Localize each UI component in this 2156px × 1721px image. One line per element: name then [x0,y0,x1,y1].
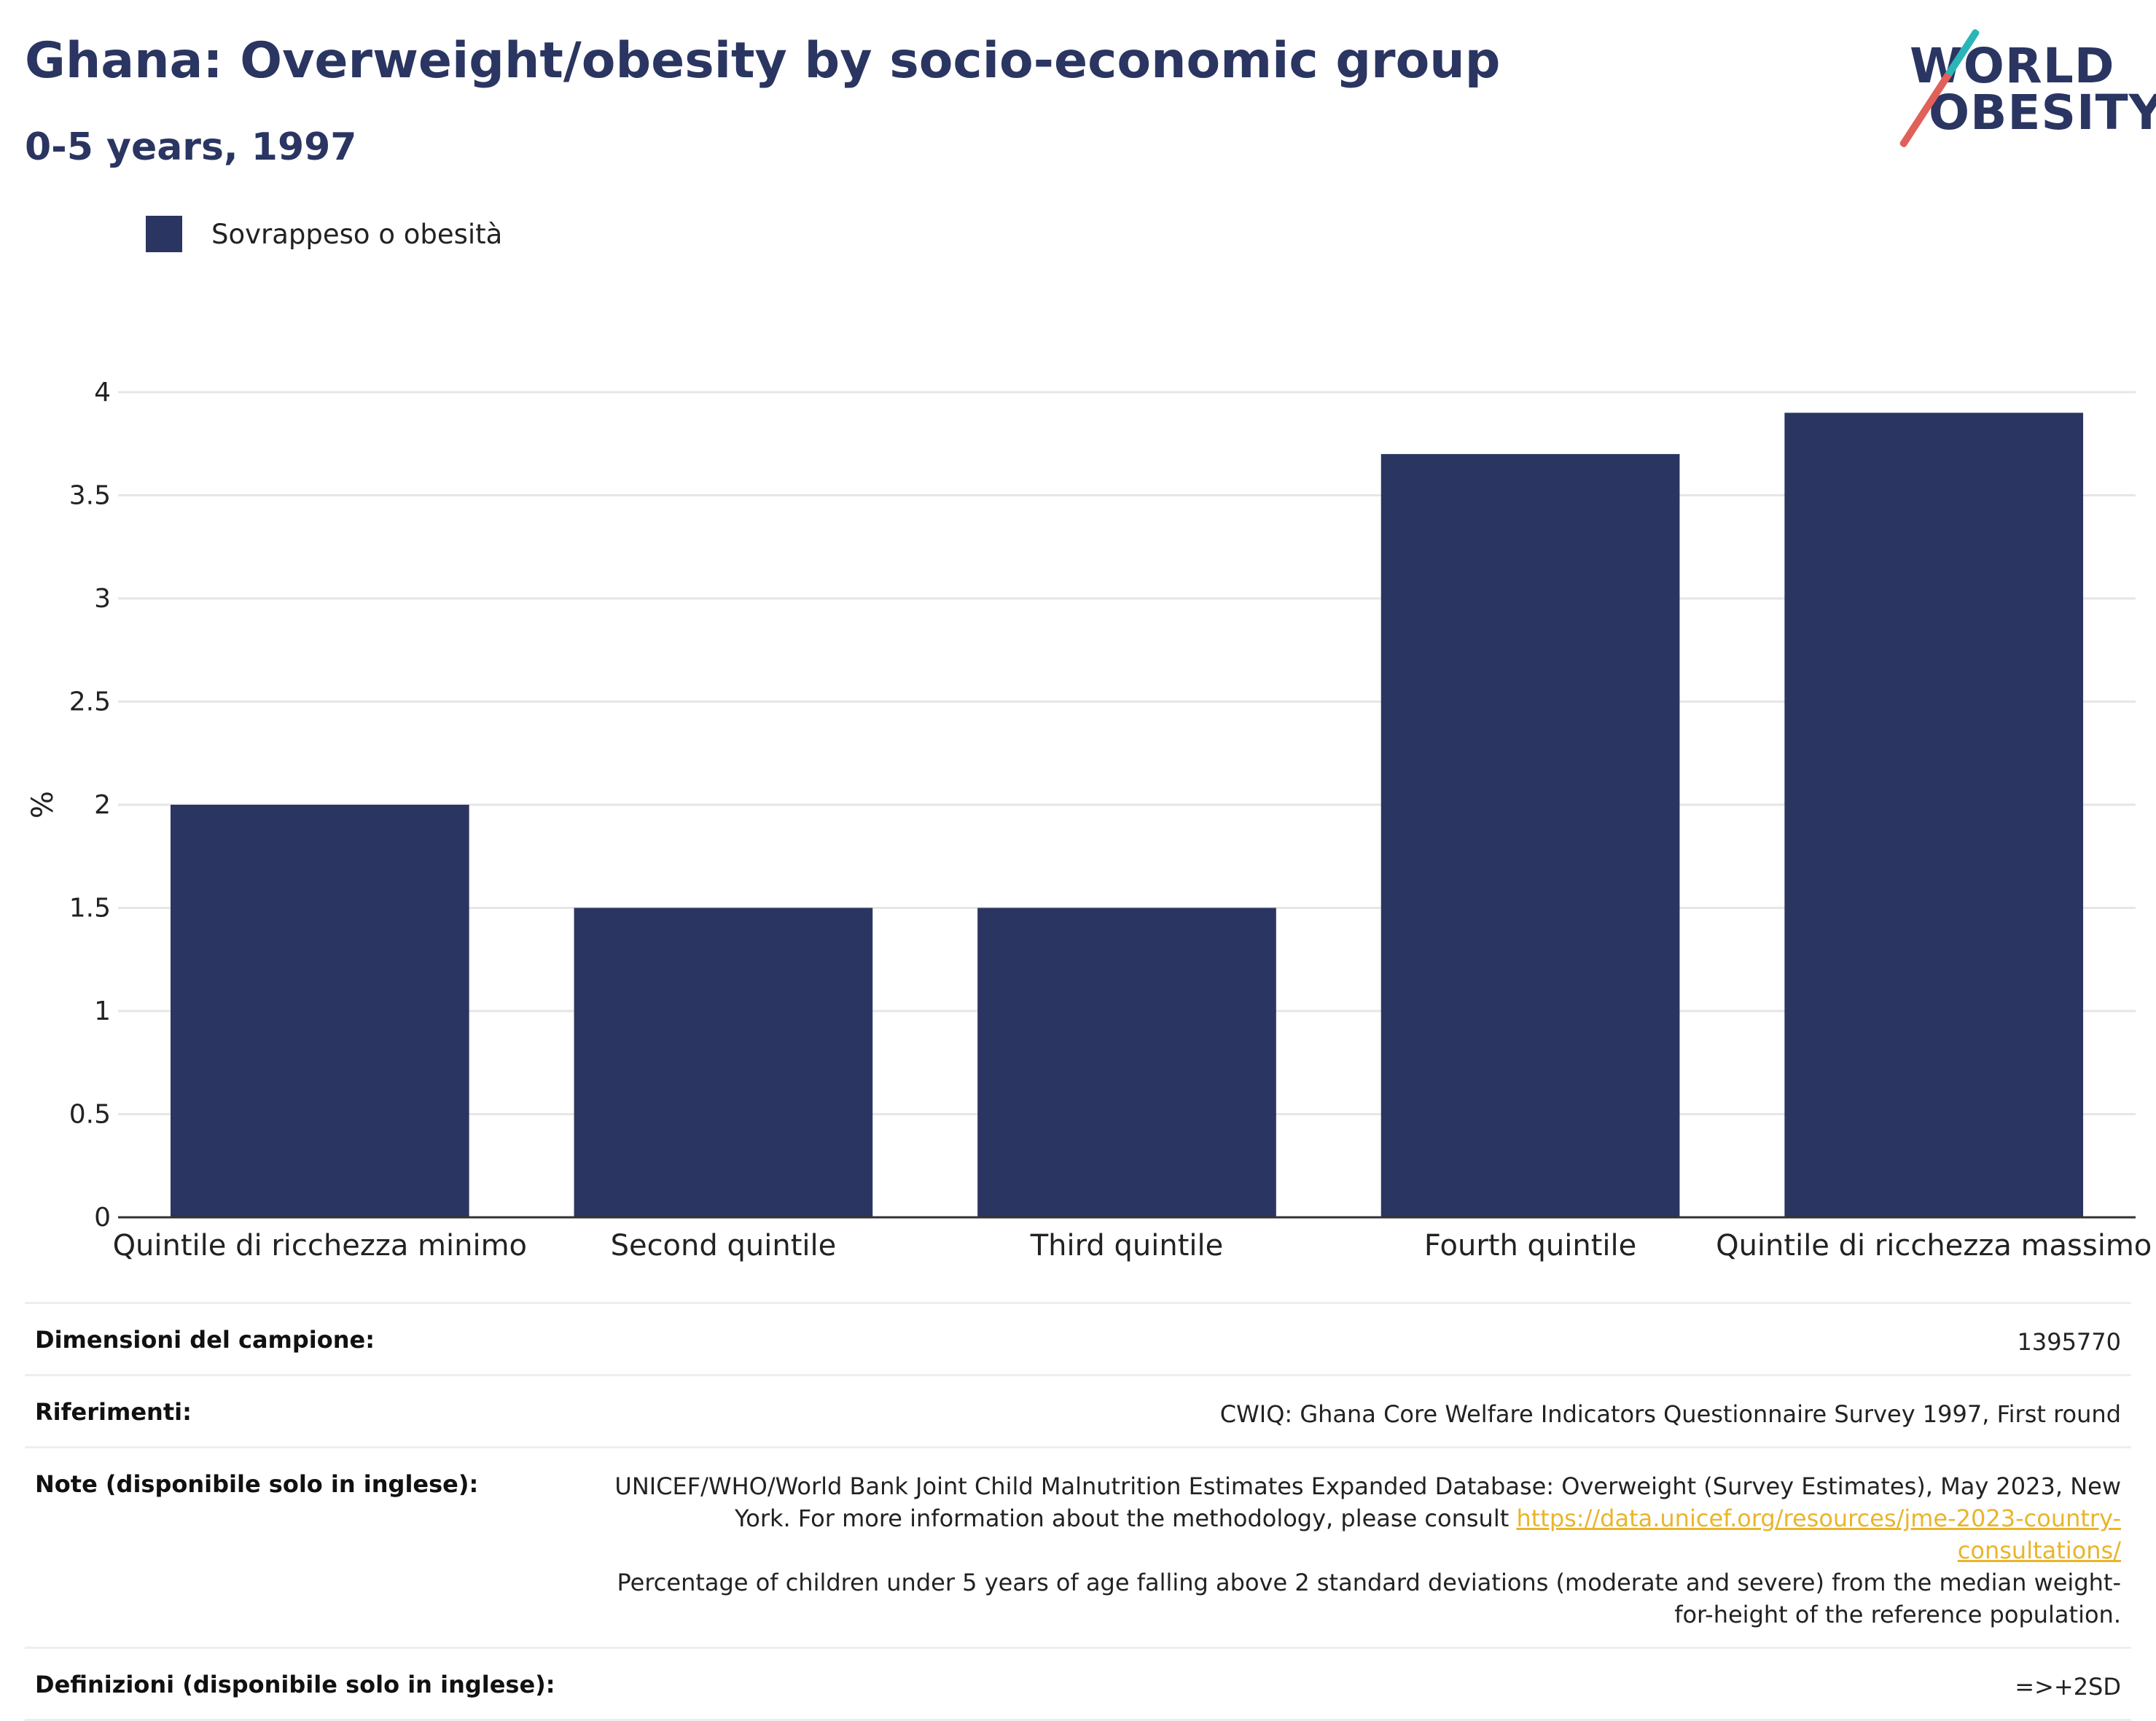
notes-link[interactable]: https://data.unicef.org/resources/jme-20… [1516,1505,2121,1564]
bar[interactable] [977,908,1276,1218]
y-tick-label: 0.5 [69,1100,111,1130]
metadata-table: Dimensioni del campione: 1395770 Riferim… [25,1302,2131,1721]
y-tick-label: 1 [94,996,111,1026]
y-tick-label: 3 [94,584,111,614]
x-category-label: Second quintile [611,1229,837,1263]
notes-text-2: Percentage of children under 5 years of … [617,1569,2122,1628]
logo-line-2: OBESITY [1929,85,2156,141]
x-category-label: Fourth quintile [1424,1229,1636,1263]
sample-size-label: Dimensioni del campione: [35,1326,375,1354]
y-tick-label: 1.5 [69,894,111,924]
notes-text-1: UNICEF/WHO/World Bank Joint Child Malnut… [614,1472,2121,1532]
references-value: CWIQ: Ghana Core Welfare Indicators Ques… [1219,1400,2121,1428]
chart-subtitle: 0-5 years, 1997 [25,125,357,169]
y-tick-labels: 0 0.5 1 1.5 2 2.5 3 3.5 4 [69,378,111,1233]
legend-label: Sovrappeso o obesità [211,218,503,250]
y-tick-label: 3.5 [69,481,111,511]
legend[interactable]: Sovrappeso o obesità [146,216,502,252]
notes-label: Note (disponibile solo in inglese): [35,1470,479,1498]
world-obesity-logo: WORLD OBESITY [1895,22,2156,153]
x-category-labels: Quintile di ricchezza minimo Second quint… [113,1229,2152,1263]
notes-row: Note (disponibile solo in inglese): UNIC… [25,1446,2131,1647]
bar[interactable] [1784,413,2084,1217]
notes-value: UNICEF/WHO/World Bank Joint Child Malnut… [598,1470,2121,1631]
bar[interactable] [574,908,873,1218]
definitions-label: Definizioni (disponibile solo in inglese… [35,1671,555,1698]
bar[interactable] [170,805,469,1217]
y-tick-label: 2 [94,790,111,820]
definitions-value: =>+2SD [2015,1673,2121,1701]
chart-title: Ghana: Overweight/obesity by socio-econo… [25,32,1501,90]
references-label: Riferimenti: [35,1398,192,1426]
x-category-label: Third quintile [1030,1229,1223,1263]
y-tick-label: 2.5 [69,687,111,717]
y-tick-label: 4 [94,378,111,407]
bar[interactable] [1380,453,1680,1217]
sample-size-row: Dimensioni del campione: 1395770 [25,1302,2131,1374]
bars [170,413,2084,1218]
bar-chart: 0 0.5 1 1.5 2 2.5 3 3.5 4 Quintile di ricchezza … [26,378,2152,1263]
y-tick-label: 0 [94,1203,111,1233]
definitions-row: Definizioni (disponibile solo in inglese… [25,1647,2131,1721]
legend-swatch [146,216,182,252]
references-row: Riferimenti: CWIQ: Ghana Core Welfare In… [25,1374,2131,1446]
x-category-label: Quintile di ricchezza massimo [1716,1229,2152,1263]
y-axis-label: % [26,791,60,819]
sample-size-value: 1395770 [2017,1328,2121,1356]
x-category-label: Quintile di ricchezza minimo [113,1229,527,1263]
